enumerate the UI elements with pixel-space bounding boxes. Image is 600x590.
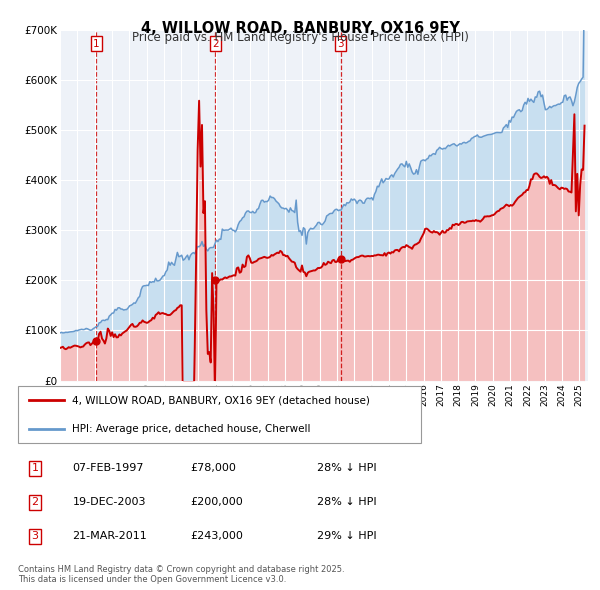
Text: 2: 2 (31, 497, 38, 507)
Text: 28% ↓ HPI: 28% ↓ HPI (317, 463, 377, 473)
Text: Contains HM Land Registry data © Crown copyright and database right 2025.
This d: Contains HM Land Registry data © Crown c… (18, 565, 344, 584)
Text: 1: 1 (93, 38, 100, 48)
Text: £243,000: £243,000 (191, 531, 244, 541)
Text: 4, WILLOW ROAD, BANBURY, OX16 9EY (detached house): 4, WILLOW ROAD, BANBURY, OX16 9EY (detac… (73, 395, 370, 405)
Text: 29% ↓ HPI: 29% ↓ HPI (317, 531, 377, 541)
Text: 2: 2 (212, 38, 218, 48)
Text: 3: 3 (32, 531, 38, 541)
Text: Price paid vs. HM Land Registry's House Price Index (HPI): Price paid vs. HM Land Registry's House … (131, 31, 469, 44)
Text: £200,000: £200,000 (191, 497, 244, 507)
Text: 28% ↓ HPI: 28% ↓ HPI (317, 497, 377, 507)
Text: 3: 3 (337, 38, 344, 48)
Text: £78,000: £78,000 (191, 463, 236, 473)
FancyBboxPatch shape (18, 386, 421, 443)
Text: 07-FEB-1997: 07-FEB-1997 (73, 463, 144, 473)
Text: 4, WILLOW ROAD, BANBURY, OX16 9EY: 4, WILLOW ROAD, BANBURY, OX16 9EY (140, 21, 460, 35)
Text: HPI: Average price, detached house, Cherwell: HPI: Average price, detached house, Cher… (73, 424, 311, 434)
Text: 1: 1 (32, 463, 38, 473)
Text: 19-DEC-2003: 19-DEC-2003 (73, 497, 146, 507)
Text: 21-MAR-2011: 21-MAR-2011 (73, 531, 147, 541)
